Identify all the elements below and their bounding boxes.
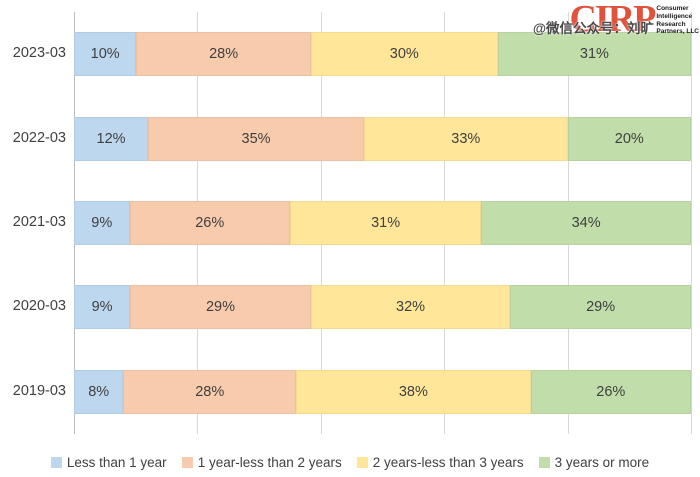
cirp-logo-subtext: Consumer Intelligence Research Partners,…	[656, 2, 699, 36]
legend-item: Less than 1 year	[50, 455, 167, 470]
cirp-logo-subtext-line: Partners, LLC	[656, 28, 699, 36]
data-label: 10%	[90, 46, 120, 63]
data-label: 28%	[209, 46, 239, 63]
bar-segment: 30%	[310, 32, 498, 77]
bar-segment: 26%	[129, 201, 290, 245]
bar-segment: 38%	[296, 369, 531, 414]
legend-label: 2 years-less than 3 years	[372, 455, 524, 470]
data-label: 33%	[451, 130, 481, 147]
category-label: 2023-03	[12, 45, 66, 62]
data-label: 9%	[91, 215, 113, 231]
cirp-logo-subtext-line: Intelligence	[656, 12, 693, 20]
bar-row-2023-03: 10% 28% 30% 31%	[74, 32, 691, 77]
legend-swatch	[356, 457, 368, 468]
data-label: 29%	[205, 299, 235, 316]
gridline-100	[691, 12, 692, 434]
cirp-logo-subtext-line: Consumer	[656, 5, 689, 12]
legend-swatch	[50, 457, 62, 468]
bar-row-2021-03: 9% 26% 31% 34%	[74, 201, 691, 245]
bar-segment: 34%	[481, 201, 691, 245]
data-label: 38%	[398, 383, 428, 400]
legend-item: 3 years or more	[538, 455, 650, 470]
bar-segment: 28%	[136, 32, 311, 77]
bar-segment: 10%	[74, 32, 137, 77]
data-label: 32%	[396, 299, 426, 316]
bar-segment: 29%	[130, 285, 311, 330]
bar-segment: 20%	[567, 116, 692, 161]
bar-segment: 28%	[123, 369, 297, 414]
bar-segment: 35%	[148, 116, 364, 161]
watermark: @微信公众号：刘旷	[532, 21, 654, 36]
data-label: 26%	[195, 215, 225, 231]
category-label: 2020-03	[12, 298, 66, 315]
data-label: 29%	[586, 299, 616, 316]
data-label: 20%	[614, 130, 644, 147]
cirp-logo-text: CIRP	[569, 0, 656, 40]
data-label: 26%	[596, 383, 626, 400]
bar-row-2020-03: 9% 29% 32% 29%	[74, 285, 691, 330]
data-label: 35%	[241, 130, 271, 147]
bar-segment: 26%	[530, 369, 691, 414]
data-label: 31%	[579, 46, 609, 63]
cirp-logo-subtext-line: Research	[656, 20, 686, 28]
data-label: 9%	[91, 299, 113, 316]
category-label: 2019-03	[12, 382, 66, 399]
bar-segment: 9%	[74, 201, 130, 245]
bar-segment: 32%	[310, 285, 511, 330]
cirp-logo: CIRP Consumer Intelligence Research Part…	[569, 0, 699, 40]
data-label: 30%	[389, 46, 419, 63]
legend-swatch	[538, 457, 550, 468]
data-label: 28%	[195, 383, 225, 400]
data-label: 31%	[371, 215, 401, 231]
data-label: 34%	[571, 215, 601, 231]
legend-label: 3 years or more	[554, 455, 650, 470]
bar-row-2019-03: 8% 28% 38% 26%	[74, 369, 691, 414]
legend-item: 1 year-less than 2 years	[181, 455, 342, 470]
legend: Less than 1 year 1 year-less than 2 years…	[0, 455, 700, 470]
plot-area: 10% 28% 30% 31% 12% 35% 33% 20% 9% 26% 31% 34% 9% 29%…	[74, 12, 692, 434]
bar-segment: 31%	[497, 32, 691, 77]
legend-item: 2 years-less than 3 years	[356, 455, 524, 470]
bar-segment: 12%	[74, 116, 149, 161]
category-label: 2022-03	[12, 129, 66, 146]
bar-segment: 33%	[364, 116, 568, 161]
bar-row-2022-03: 12% 35% 33% 20%	[74, 116, 692, 161]
bar-segment: 8%	[74, 369, 124, 414]
bar-segment: 31%	[289, 201, 482, 245]
legend-swatch	[181, 457, 193, 468]
legend-label: Less than 1 year	[66, 455, 167, 470]
legend-label: 1 year-less than 2 years	[197, 455, 342, 470]
category-label: 2021-03	[12, 214, 66, 230]
data-label: 8%	[88, 383, 110, 400]
data-label: 12%	[96, 130, 126, 147]
bar-segment: 9%	[74, 285, 131, 330]
bar-segment: 29%	[510, 285, 691, 330]
